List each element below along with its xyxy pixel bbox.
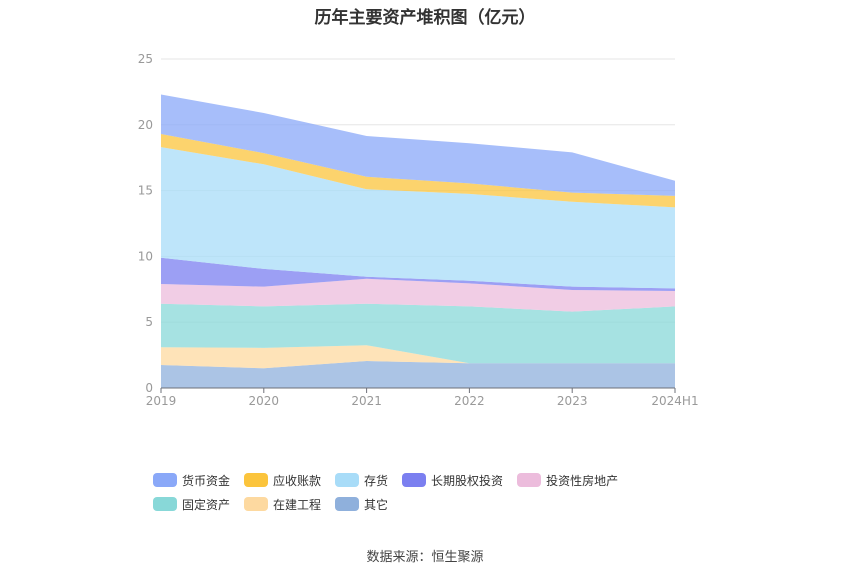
legend-label: 固定资产 bbox=[182, 497, 231, 512]
legend-item[interactable]: 固定资产 bbox=[153, 496, 230, 512]
legend-swatch bbox=[244, 497, 269, 511]
legend-item[interactable]: 应收账款 bbox=[244, 472, 321, 488]
area-投资性房地产 bbox=[161, 278, 675, 312]
legend-swatch bbox=[244, 473, 269, 487]
y-tick-label: 5 bbox=[145, 315, 153, 329]
legend-item[interactable]: 长期股权投资 bbox=[402, 472, 503, 488]
legend-label: 存货 bbox=[364, 473, 389, 488]
legend-swatch bbox=[517, 473, 542, 487]
area-应收账款 bbox=[161, 134, 675, 208]
x-tick-label: 2023 bbox=[557, 394, 588, 408]
legend: 货币资金 应收账款 存货 长期股权投资 投资性房地产固定资产 在建工程 其它 bbox=[153, 472, 713, 520]
x-tick-label: 2020 bbox=[249, 394, 280, 408]
area-长期股权投资 bbox=[161, 257, 675, 292]
legend-item[interactable]: 其它 bbox=[335, 496, 388, 512]
y-tick-label: 20 bbox=[138, 118, 153, 132]
legend-label: 应收账款 bbox=[273, 473, 322, 488]
x-tick-label: 2022 bbox=[454, 394, 485, 408]
stacked-area-chart: 0 5 10 15 20 25 2019 2020 2021 2022 2023 2024H1 bbox=[138, 52, 699, 408]
area-存货 bbox=[161, 147, 675, 289]
x-tick-label: 2019 bbox=[146, 394, 177, 408]
legend-label: 其它 bbox=[364, 497, 389, 512]
legend-item[interactable]: 投资性房地产 bbox=[517, 472, 618, 488]
area-在建工程 bbox=[161, 345, 675, 369]
legend-swatch bbox=[335, 497, 360, 511]
area-货币资金 bbox=[161, 94, 675, 196]
legend-swatch bbox=[402, 473, 427, 487]
legend-item[interactable]: 在建工程 bbox=[244, 496, 321, 512]
legend-label: 货币资金 bbox=[182, 473, 231, 488]
legend-label: 在建工程 bbox=[273, 497, 322, 512]
legend-swatch bbox=[153, 473, 177, 487]
legend-swatch bbox=[335, 473, 360, 487]
legend-item[interactable]: 货币资金 bbox=[153, 472, 230, 488]
legend-label: 投资性房地产 bbox=[546, 473, 619, 488]
x-tick-label: 2021 bbox=[351, 394, 382, 408]
y-tick-label: 25 bbox=[138, 52, 153, 66]
legend-swatch bbox=[153, 497, 177, 511]
area-固定资产 bbox=[161, 303, 675, 364]
x-tick-label: 2024H1 bbox=[651, 394, 698, 408]
y-tick-label: 15 bbox=[138, 184, 153, 198]
y-tick-label: 0 bbox=[145, 381, 153, 395]
legend-label: 长期股权投资 bbox=[431, 473, 504, 488]
legend-item[interactable]: 存货 bbox=[335, 472, 388, 488]
area-其它 bbox=[161, 361, 675, 388]
source-note: 数据来源：恒生聚源 bbox=[366, 550, 484, 565]
chart-title: 历年主要资产堆积图（亿元） bbox=[314, 8, 536, 28]
y-tick-label: 10 bbox=[138, 249, 153, 263]
